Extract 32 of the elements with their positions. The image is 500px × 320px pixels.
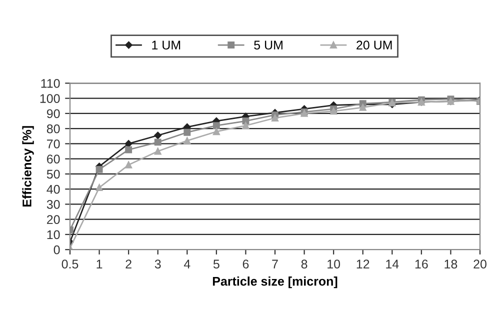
x-tick-label: 6 <box>242 260 249 269</box>
x-tick-label: 12 <box>356 260 370 268</box>
x-tick-label: 4 <box>184 260 190 268</box>
x-tick-label: 20 <box>474 260 486 269</box>
y-tick-label: 60 <box>47 154 60 164</box>
x-tick-label: 5 <box>213 260 220 269</box>
y-tick-label: 50 <box>46 170 60 179</box>
x-tick-label: 18 <box>444 260 458 269</box>
x-tick-label: 3 <box>154 260 161 269</box>
x-tick-label: 14 <box>386 260 399 268</box>
y-tick-label: 80 <box>46 124 60 134</box>
y-tick-label: 10 <box>47 230 60 240</box>
x-tick-label: 1 <box>96 260 102 268</box>
y-tick-label: 70 <box>47 140 60 148</box>
y-tick-label: 30 <box>46 200 60 209</box>
x-tick-label: 8 <box>301 260 308 269</box>
y-tick-label: 110 <box>41 79 60 88</box>
legend-label: 1 UM <box>152 40 180 50</box>
legend-label: 5 UM <box>254 40 282 50</box>
y-tick-label: 0 <box>54 245 60 254</box>
y-tick-label: 40 <box>46 184 60 194</box>
y-axis-title: Efficiency [%] <box>22 126 34 207</box>
x-axis-title: Particle size [micron] <box>212 276 338 288</box>
legend-label: 20 UM <box>356 40 392 50</box>
x-tick-label: 7 <box>272 260 278 268</box>
x-tick-label: 0.5 <box>62 260 78 269</box>
x-tick-label: 10 <box>328 260 340 269</box>
y-tick-label: 100 <box>40 94 60 103</box>
x-tick-label: 16 <box>415 260 428 269</box>
y-tick-label: 20 <box>47 215 60 224</box>
y-tick-label: 90 <box>46 109 60 118</box>
x-tick-label: 2 <box>126 260 132 268</box>
